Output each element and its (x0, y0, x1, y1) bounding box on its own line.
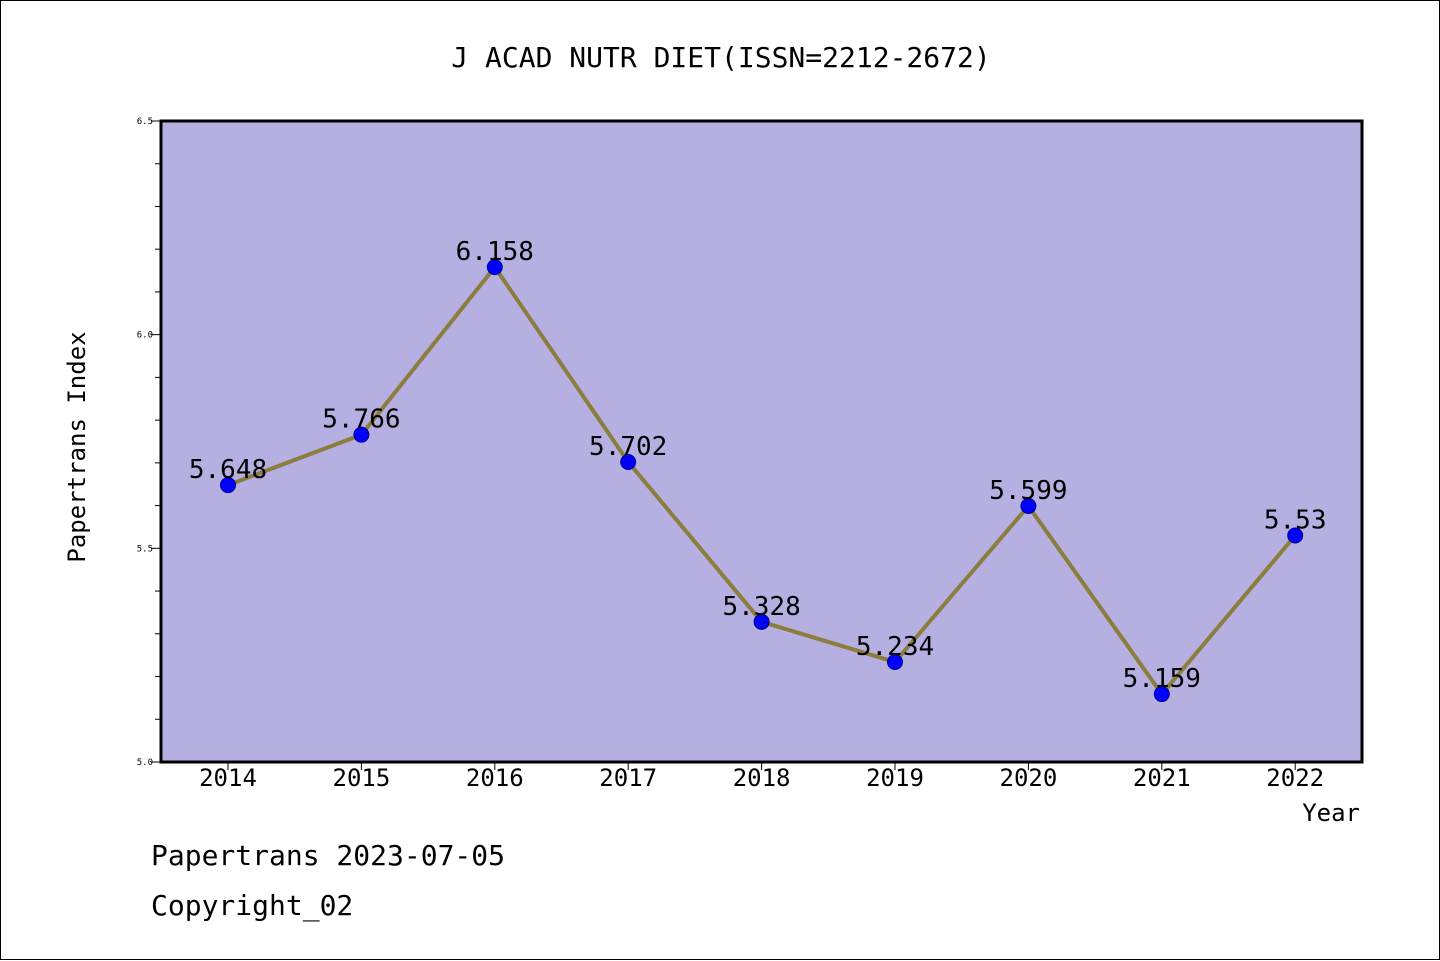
data-label: 5.328 (722, 592, 800, 622)
y-tick-label: 6.0 (137, 331, 153, 341)
data-point (220, 477, 236, 494)
x-tick-label: 2015 (333, 764, 391, 792)
data-point (887, 654, 903, 671)
footer-copyright: Copyright_02 (151, 889, 353, 923)
data-point (1287, 527, 1304, 544)
x-axis-label: Year (1302, 799, 1360, 827)
data-labels: 5.648 5.766 6.158 5.702 5.328 5.234 5.599 5.159… (189, 237, 1327, 694)
x-tick-label: 2017 (599, 764, 657, 792)
data-label: 5.702 (589, 432, 667, 462)
x-tick-label: 2021 (1133, 764, 1191, 792)
x-axis-ticks: 2014 2015 2016 2017 2018 2019 2020 2021 2022 (199, 762, 1324, 792)
x-tick-label: 2020 (1000, 764, 1058, 792)
data-point (1020, 498, 1037, 515)
data-point (353, 426, 370, 443)
data-label: 5.234 (856, 632, 934, 662)
data-point (486, 259, 503, 276)
data-point (620, 454, 637, 471)
x-tick-label: 2022 (1266, 764, 1324, 792)
x-tick-label: 2014 (199, 764, 257, 792)
data-label: 5.766 (322, 405, 400, 435)
data-label: 5.159 (1123, 664, 1201, 694)
data-label: 5.53 (1264, 506, 1327, 536)
y-tick-label: 6.5 (137, 117, 153, 127)
y-tick-label: 5.5 (137, 544, 153, 554)
y-tick-label: 5.0 (137, 758, 153, 768)
data-label: 5.599 (989, 476, 1067, 506)
y-axis-ticks: 5.0 5.5 6.0 6.5 (137, 117, 161, 768)
x-tick-label: 2016 (466, 764, 524, 792)
x-tick-label: 2018 (733, 764, 791, 792)
x-tick-label: 2019 (866, 764, 924, 792)
data-label: 6.158 (456, 237, 534, 267)
footer-date: Papertrans 2023-07-05 (151, 839, 505, 872)
series-markers (220, 259, 1304, 703)
y-axis-label: Papertrans Index (63, 331, 91, 562)
data-point (1153, 686, 1170, 703)
chart-title: J ACAD NUTR DIET(ISSN=2212-2672) (451, 41, 990, 74)
data-label: 5.648 (189, 455, 267, 485)
data-point (753, 613, 770, 630)
